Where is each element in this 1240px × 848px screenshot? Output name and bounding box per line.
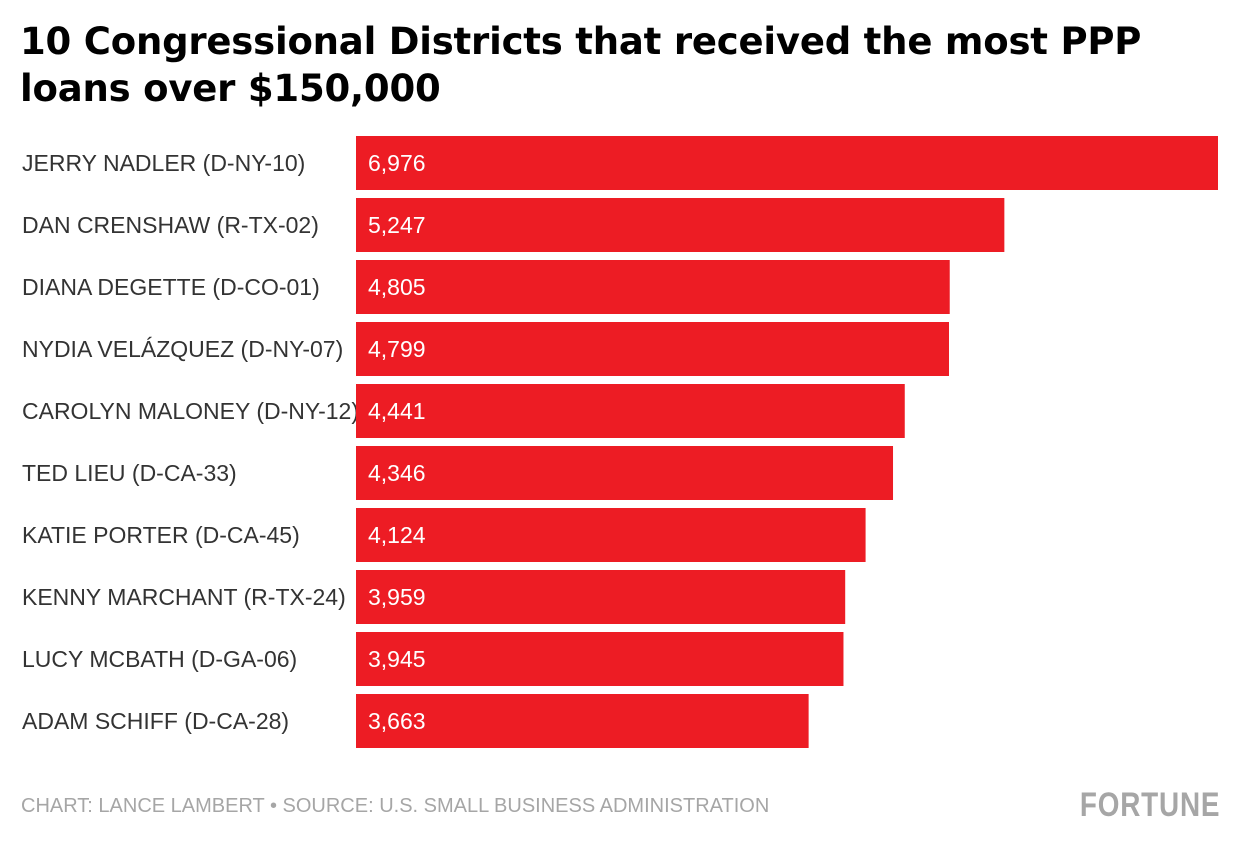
bar-value-label: 4,805 [368,274,426,300]
bar [356,632,844,686]
bar [356,384,905,438]
category-label: JERRY NADLER (D-NY-10) [22,150,305,176]
bar-value-label: 6,976 [368,150,426,176]
source-credit: CHART: LANCE LAMBERT • SOURCE: U.S. SMAL… [21,795,770,817]
fortune-logo: FORTUNE [1079,786,1220,824]
bar-value-label: 5,247 [368,212,426,238]
bar [356,136,1218,190]
chart-title: 10 Congressional Districts that received… [20,20,1142,110]
bar-value-label: 4,124 [368,522,426,548]
bar-value-label: 4,441 [368,398,426,424]
category-label: KENNY MARCHANT (R-TX-24) [22,584,346,610]
bar-value-label: 4,799 [368,336,426,362]
bar [356,198,1005,252]
category-label: ADAM SCHIFF (D-CA-28) [22,708,289,734]
bar [356,260,950,314]
bar-value-label: 4,346 [368,460,426,486]
bar-value-label: 3,959 [368,584,426,610]
category-label: DAN CRENSHAW (R-TX-02) [22,212,319,238]
category-label: LUCY MCBATH (D-GA-06) [22,646,297,672]
bar-rows: JERRY NADLER (D-NY-10) 6,976 DAN CRENSHAW … [22,136,1218,748]
bar [356,446,894,500]
bar-value-label: 3,663 [368,708,426,734]
bar [356,570,846,624]
bar [356,694,809,748]
bar [356,508,866,562]
category-label: TED LIEU (D-CA-33) [22,460,237,486]
category-label: NYDIA VELÁZQUEZ (D-NY-07) [22,336,343,362]
bar-value-label: 3,945 [368,646,426,672]
category-label: CAROLYN MALONEY (D-NY-12) [22,398,359,424]
category-label: DIANA DEGETTE (D-CO-01) [22,274,320,300]
bar [356,322,949,376]
category-label: KATIE PORTER (D-CA-45) [22,522,300,548]
